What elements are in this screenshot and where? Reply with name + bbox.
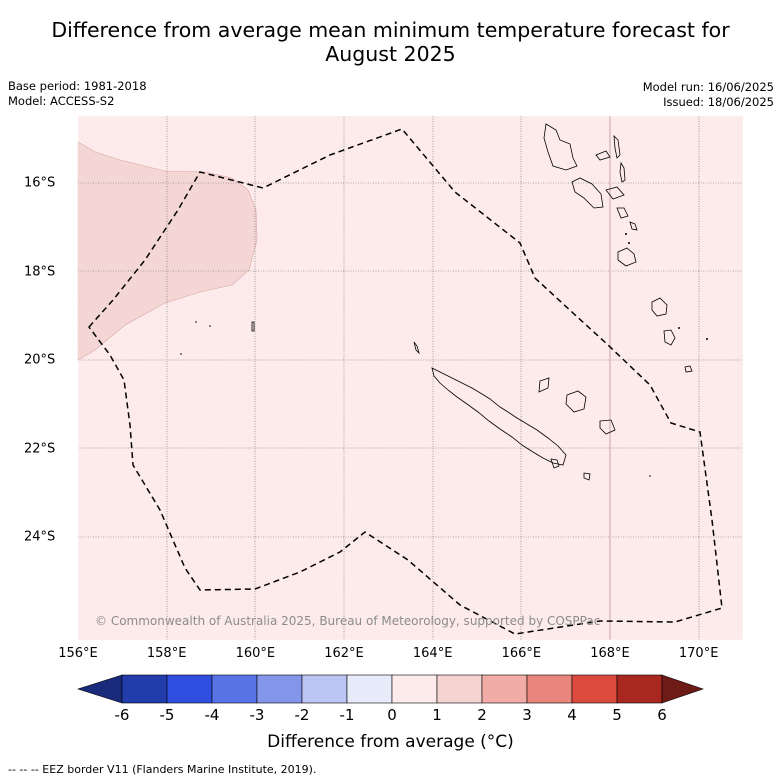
lat-label: 24°S [24, 529, 56, 545]
small-islet-5 [706, 338, 708, 340]
chesterfield-reef [251, 321, 255, 332]
eez-legend: -- -- -- EEZ border V11 (Flanders Marine… [8, 763, 317, 776]
efate-island [617, 247, 637, 267]
lon-label: 156°E [58, 646, 98, 661]
ambrym-island [605, 186, 625, 200]
colorbar-tick-label: -1 [339, 706, 355, 724]
colorbar-tick-label: 0 [387, 706, 397, 724]
lon-label: 166°E [501, 646, 542, 661]
colorbar-tick-label: 3 [522, 706, 532, 724]
small-islet-8 [678, 327, 680, 329]
lat-label: 18°S [24, 264, 56, 279]
lifou-island [565, 390, 587, 413]
colorbar-tick-label: 4 [567, 706, 577, 724]
lon-label: 162°E [324, 646, 364, 661]
colorbar-tick-label: -3 [249, 706, 265, 724]
colorbar-segment [526, 674, 573, 704]
lon-label: 158°E [146, 646, 187, 661]
lon-label: 164°E [412, 646, 453, 661]
colorbar-tick-label: 5 [612, 706, 622, 724]
colorbar-segment [166, 674, 213, 704]
colorbar-tick-label: -2 [294, 706, 310, 724]
colorbar-segment [121, 674, 168, 704]
colorbar-segment [256, 674, 303, 704]
small-islet-6 [625, 233, 627, 235]
graticule [78, 116, 743, 640]
meta-left: Base period: 1981-2018 Model: ACCESS-S2 [8, 79, 147, 109]
colorbar-segment [346, 674, 393, 704]
title-line-1: Difference from average mean minimum tem… [51, 18, 730, 42]
anomaly-region-warm [77, 141, 258, 361]
lat-label: 20°S [24, 352, 56, 368]
model-run: Model run: 16/06/2025 [642, 80, 774, 94]
lon-label: 170°E [678, 646, 719, 661]
aneityum-island [684, 365, 693, 373]
map-title: Difference from average mean minimum tem… [0, 18, 781, 66]
erromango-island [651, 297, 668, 317]
small-islet-3 [180, 353, 182, 355]
colorbar-tick-label: -6 [114, 706, 130, 724]
colorbar-segment [481, 674, 528, 704]
small-islet-7 [628, 242, 630, 244]
colorbar-tick-label: 6 [657, 706, 667, 724]
lon-label: 168°E [590, 646, 630, 661]
espiritu-santo [543, 123, 578, 171]
title-line-2: August 2025 [325, 42, 456, 66]
colorbar-tick-label: 1 [432, 706, 442, 724]
colorbar-segment [436, 674, 483, 704]
small-islet-2 [209, 325, 211, 327]
colorbar-extend-low [77, 674, 123, 704]
pentecost-island [619, 161, 626, 183]
copyright-notice: © Commonwealth of Australia 2025, Bureau… [95, 614, 601, 628]
colorbar-segment [571, 674, 618, 704]
colorbar-tick-label: -4 [204, 706, 220, 724]
map-frame [77, 115, 744, 641]
walpole-island [583, 472, 591, 481]
colorbar-segment [391, 674, 438, 704]
tanna-island [663, 329, 676, 346]
malekula-island [571, 177, 604, 209]
colorbar-segment [616, 674, 663, 704]
colorbar-extend-high [661, 674, 704, 704]
lat-label: 16°S [24, 175, 56, 191]
lat-label: 22°S [24, 441, 56, 456]
mare-island [599, 419, 616, 435]
colorbar [77, 674, 704, 704]
colorbar-tick-label: -5 [159, 706, 175, 724]
lon-label: 160°E [235, 646, 276, 661]
belep-islands [413, 341, 420, 355]
small-islet-4 [649, 475, 651, 477]
epi-island [616, 207, 629, 219]
ile-des-pins [550, 458, 560, 469]
colorbar-segment [301, 674, 348, 704]
base-period: Base period: 1981-2018 [8, 79, 147, 93]
colorbar-tick-label: 2 [477, 706, 487, 724]
small-islet-1 [195, 321, 197, 323]
issued-date: Issued: 18/06/2025 [663, 95, 774, 109]
shepherd-islands [629, 221, 638, 231]
eez-border [88, 128, 723, 635]
maewo-island [613, 134, 621, 159]
colorbar-segment [211, 674, 258, 704]
ouvea-island [538, 377, 550, 393]
meta-right: Model run: 16/06/2025 Issued: 18/06/2025 [643, 80, 774, 110]
model-name: Model: ACCESS-S2 [8, 94, 115, 108]
colorbar-label: Difference from average (°C) [267, 732, 514, 752]
malo-island [595, 150, 611, 161]
new-caledonia-mainland [431, 367, 567, 466]
